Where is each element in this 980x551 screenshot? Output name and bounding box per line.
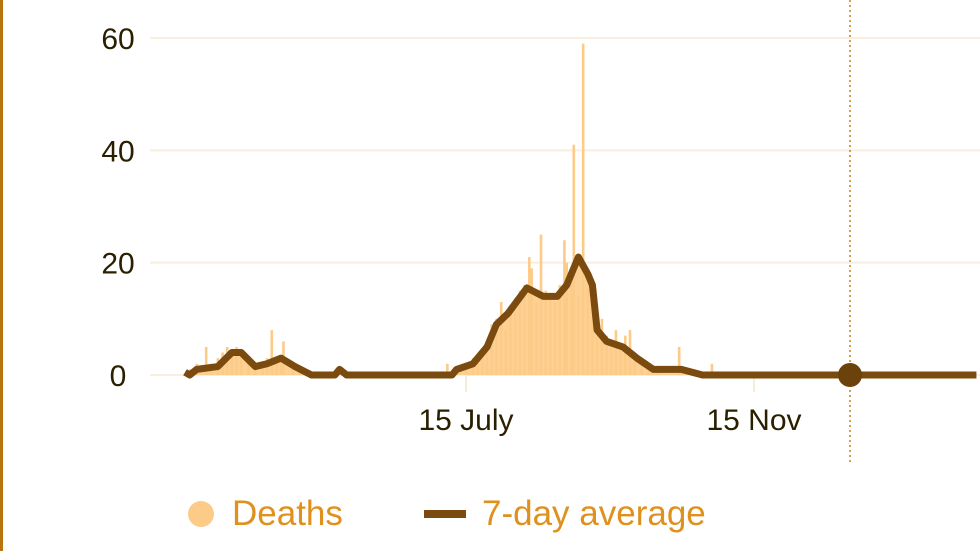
current-date-marker <box>838 363 862 387</box>
x-tick-label: 15 Nov <box>706 404 801 437</box>
death-bar <box>677 346 681 375</box>
death-bar <box>710 363 714 375</box>
x-tick-label: 15 July <box>418 404 513 437</box>
legend-label-average: 7-day average <box>482 494 706 533</box>
y-tick-label: 20 <box>101 248 134 281</box>
deaths-swatch-icon <box>188 501 214 527</box>
y-tick-label: 60 <box>101 23 134 56</box>
legend-item-average: 7-day average <box>424 494 706 534</box>
legend-label-deaths: Deaths <box>232 494 343 533</box>
average-area <box>185 257 977 375</box>
y-tick-label: 40 <box>101 135 134 168</box>
death-bar <box>581 43 585 375</box>
death-bar <box>270 330 274 375</box>
death-bar <box>204 346 208 375</box>
frame-edge <box>0 0 3 551</box>
average-line <box>183 253 977 379</box>
y-tick-label: 0 <box>110 360 127 393</box>
average-swatch-icon <box>424 510 466 518</box>
death-bar <box>446 363 449 375</box>
legend-item-deaths: Deaths <box>188 494 343 534</box>
